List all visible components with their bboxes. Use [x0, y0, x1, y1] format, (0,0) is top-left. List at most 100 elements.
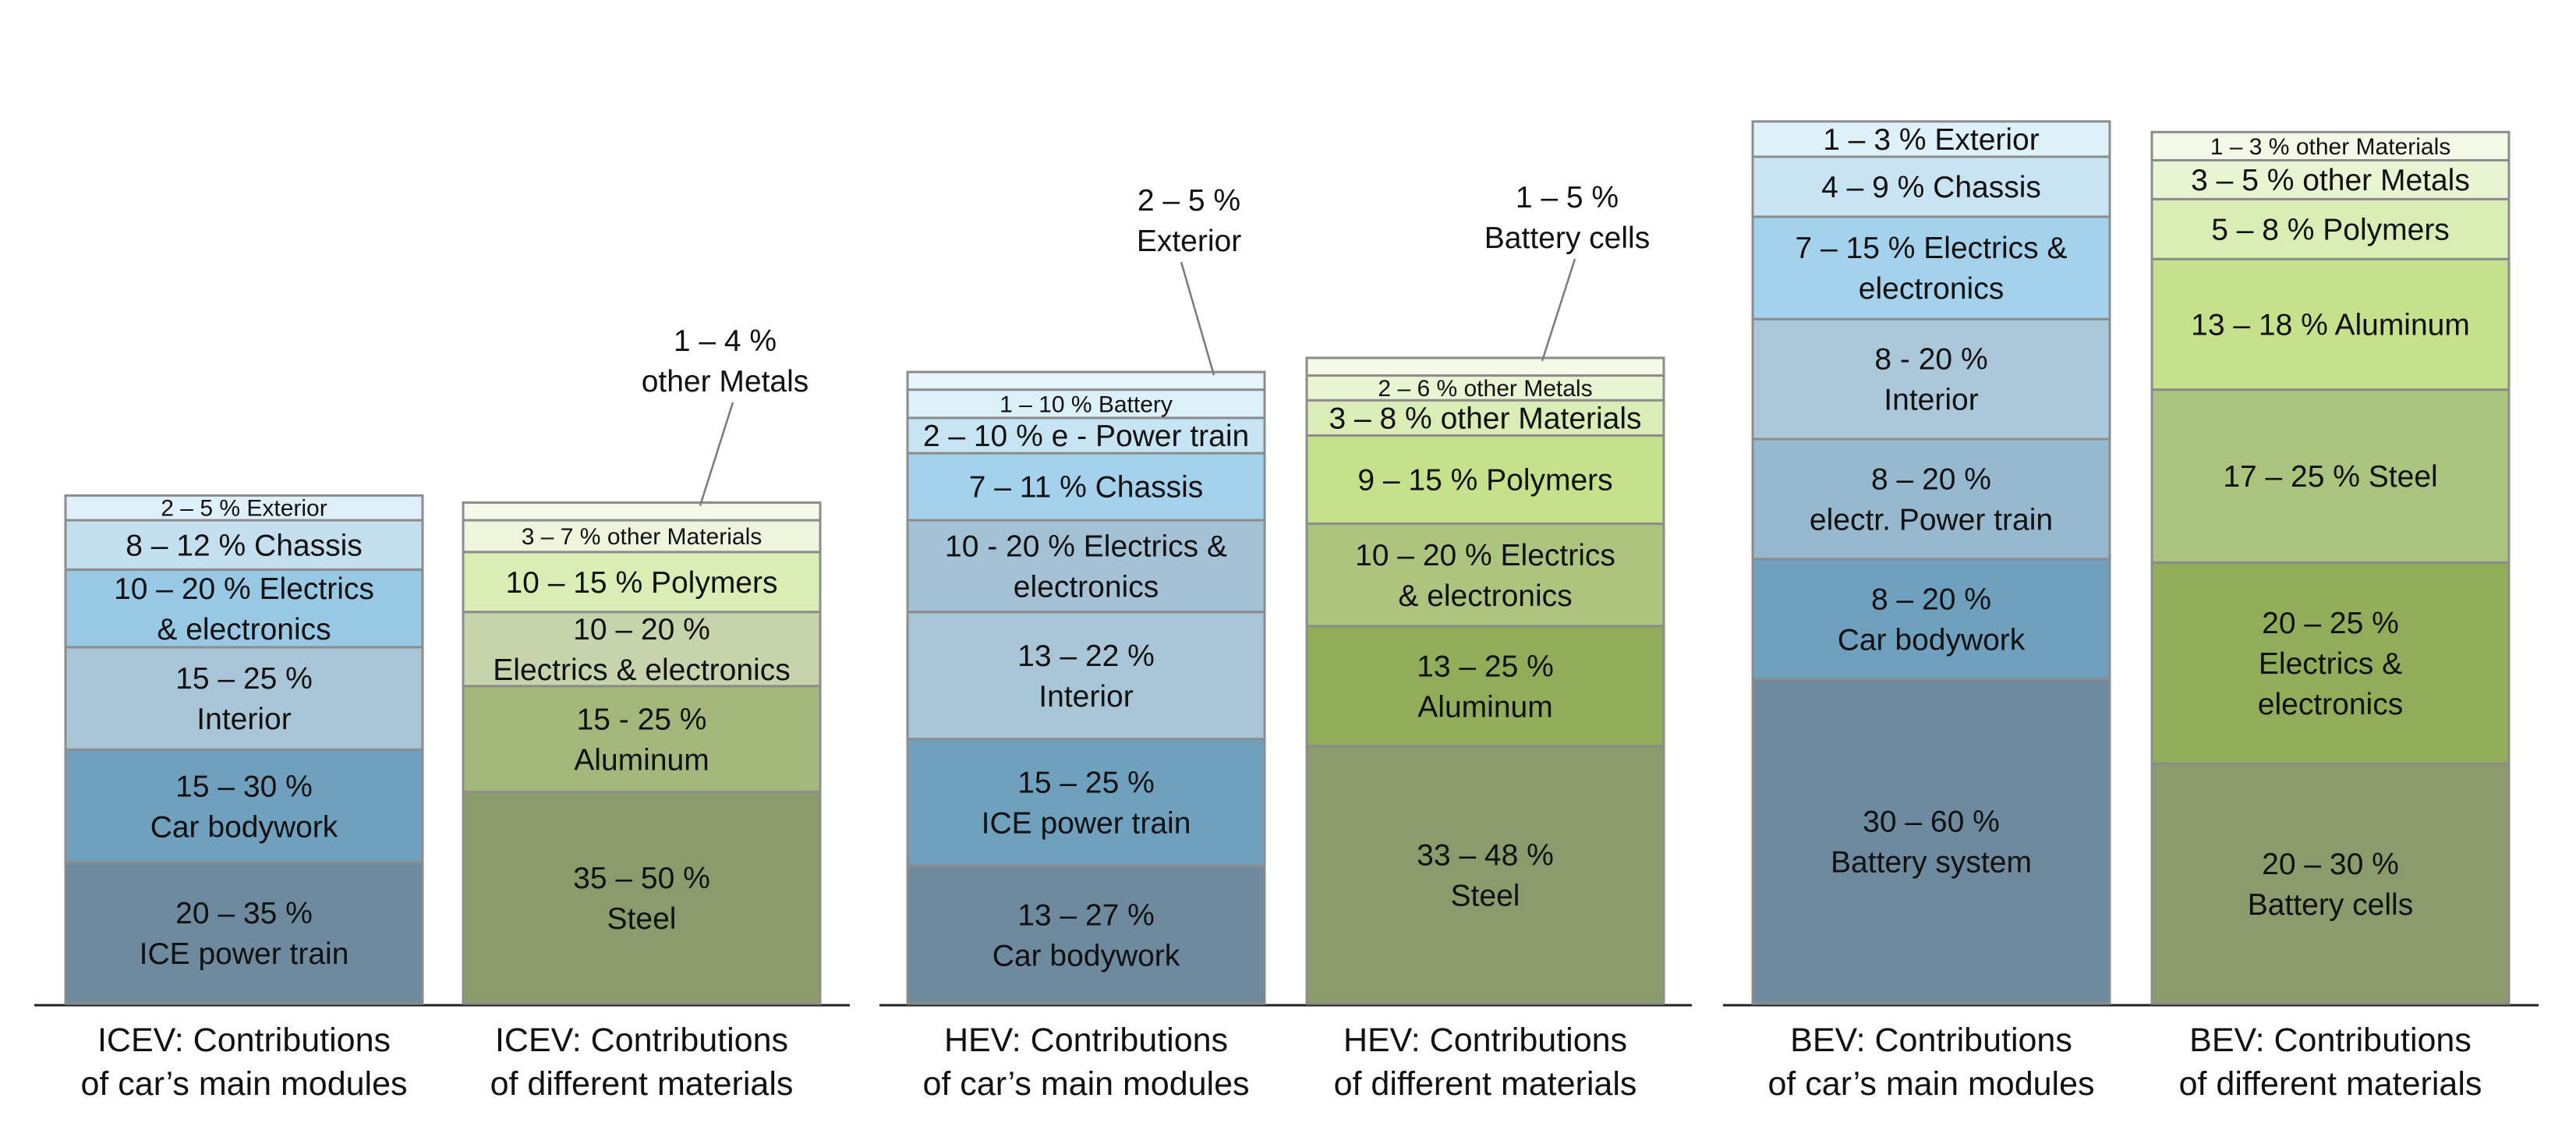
segment-label: 13 – 25 % — [1417, 650, 1554, 683]
segment-label: & electronics — [157, 613, 331, 646]
segment-label: 8 – 20 % — [1871, 463, 1991, 497]
callout-label: Exterior — [1137, 225, 1241, 258]
segment-label: Steel — [1451, 879, 1520, 912]
segment-label: Aluminum — [1417, 690, 1552, 724]
segment-label: Aluminum — [574, 743, 709, 777]
bar-segment — [906, 865, 1266, 1005]
bar-segment — [2150, 257, 2511, 391]
segment-label: ICE power train — [140, 937, 349, 971]
callout-label: 2 – 5 % — [1138, 184, 1240, 218]
segment-label: electronics — [2258, 688, 2403, 721]
bar-segment — [462, 685, 822, 793]
bar-segment — [1305, 745, 1665, 1005]
bar-caption: ICEV: Contributions — [97, 1022, 391, 1059]
callout-leader — [699, 402, 734, 506]
bar-caption: of car’s main modules — [922, 1065, 1249, 1103]
segment-label: Electrics & — [2259, 647, 2402, 681]
bar-segment — [1305, 434, 1665, 526]
bar-segment — [462, 501, 822, 522]
segment-label: 8 - 20 % — [1874, 343, 1987, 377]
segment-label: Car bodywork — [993, 939, 1180, 972]
segment-label: 7 – 11 % Chassis — [969, 471, 1204, 505]
segment-label: 8 – 12 % Chassis — [126, 529, 363, 562]
segment-label: 15 – 25 % — [175, 662, 313, 696]
segment-label: 13 – 27 % — [1017, 898, 1155, 932]
bar-caption: BEV: Contributions — [2189, 1022, 2472, 1059]
bar-segment — [462, 519, 822, 554]
segment-label: 13 – 22 % — [1017, 639, 1155, 673]
bar-caption: HEV: Contributions — [944, 1022, 1228, 1059]
segment-label: 10 – 15 % Polymers — [505, 566, 777, 600]
bar-segment — [906, 388, 1266, 420]
segment-label: & electronics — [1398, 579, 1572, 613]
bar-segment — [1305, 522, 1665, 628]
bar-segment — [1305, 356, 1665, 377]
callout-leader — [1541, 258, 1576, 362]
segment-label: 17 – 25 % Steel — [2223, 460, 2437, 494]
segment-label: 1 – 3 % Exterior — [1823, 123, 2039, 157]
segment-label: Battery cells — [2248, 888, 2413, 922]
bar-segment — [462, 791, 822, 1005]
segment-label: 20 – 35 % — [175, 897, 313, 930]
bar-segment — [462, 611, 822, 688]
segment-label: 30 – 60 % — [1863, 806, 2000, 839]
segment-label: 13 – 18 % Aluminum — [2191, 309, 2470, 342]
bar-segment — [1305, 625, 1665, 748]
segment-label: 7 – 15 % Electrics & — [1796, 232, 2068, 265]
callout-label: 1 – 5 % — [1516, 181, 1619, 214]
bar-segment — [906, 370, 1266, 391]
segment-label: Interior — [1039, 680, 1133, 714]
segment-label: Car bodywork — [1838, 623, 2026, 657]
bar-segment — [2150, 561, 2511, 765]
segment-label: Car bodywork — [150, 810, 338, 844]
bar-caption: of car’s main modules — [1767, 1065, 2094, 1103]
bar-segment — [1751, 215, 2111, 321]
bar-segment — [906, 611, 1266, 741]
segment-label: 15 - 25 % — [577, 703, 707, 736]
segment-label: 4 – 9 % Chassis — [1821, 171, 2041, 204]
bar-segment — [2150, 159, 2511, 200]
segment-label: 10 – 20 % Electrics — [114, 572, 374, 606]
bar-segment — [2150, 130, 2511, 162]
segment-label: 10 – 20 % — [573, 613, 710, 646]
segment-label: Interior — [1884, 384, 1978, 417]
bar-segment — [1305, 374, 1665, 402]
segment-label: 20 – 25 % — [2262, 607, 2399, 640]
bar-caption: BEV: Contributions — [1790, 1022, 2072, 1059]
callout-leader — [1180, 261, 1215, 376]
segment-label: 5 – 8 % Polymers — [2211, 213, 2450, 246]
bar-caption: of different materials — [490, 1065, 794, 1103]
segment-label: 15 – 25 % — [1017, 767, 1155, 800]
segment-label: Interior — [196, 703, 291, 736]
callout-label: 1 – 4 % — [674, 324, 777, 358]
bar-segment — [64, 748, 424, 864]
bar-segment — [1305, 398, 1665, 437]
bar-segment — [1751, 678, 2111, 1005]
bar-segment — [64, 494, 424, 522]
segment-label: 1 – 3 % other Materials — [2210, 134, 2450, 160]
bar-caption: of different materials — [1334, 1065, 1637, 1103]
bar-group-3: 13 – 27 % Car bodywork 15 – 25 % ICE power … — [906, 184, 1266, 1103]
segment-label: Electrics & electronics — [493, 654, 790, 687]
segment-label: 3 – 5 % other Metals — [2191, 164, 2470, 197]
bar-segment — [2150, 388, 2511, 564]
bar-group-1: 20 – 35 % ICE power train 15 – 30 % Car bod… — [64, 494, 424, 1103]
segment-label: 2 – 6 % other Metals — [1378, 376, 1592, 402]
segment-label: 2 – 5 % Exterior — [161, 496, 327, 522]
bar-group-2: 35 – 50 % Steel 15 - 25 % Aluminum 10 – 20 %… — [462, 324, 822, 1103]
bar-segment — [1751, 317, 2111, 441]
segment-label: 10 – 20 % Electrics — [1355, 539, 1615, 572]
bar-group-5: 30 – 60 % Battery system 8 – 20 % Car bodyw… — [1751, 120, 2111, 1103]
bar-group-6: 20 – 30 % Battery cells 20 – 25 % Electrics… — [2150, 130, 2511, 1103]
segment-label: Steel — [607, 902, 677, 936]
bar-caption: HEV: Contributions — [1343, 1022, 1627, 1059]
bar-segment — [906, 519, 1266, 614]
bar-caption: ICEV: Contributions — [495, 1022, 788, 1059]
segment-label: ICE power train — [982, 807, 1191, 841]
segment-label: 1 – 10 % Battery — [1000, 391, 1173, 417]
bar-segment — [1751, 120, 2111, 158]
segment-label: 2 – 10 % e - Power train — [923, 420, 1249, 453]
bar-caption: of different materials — [2179, 1065, 2482, 1103]
bar-segment — [1751, 437, 2111, 561]
